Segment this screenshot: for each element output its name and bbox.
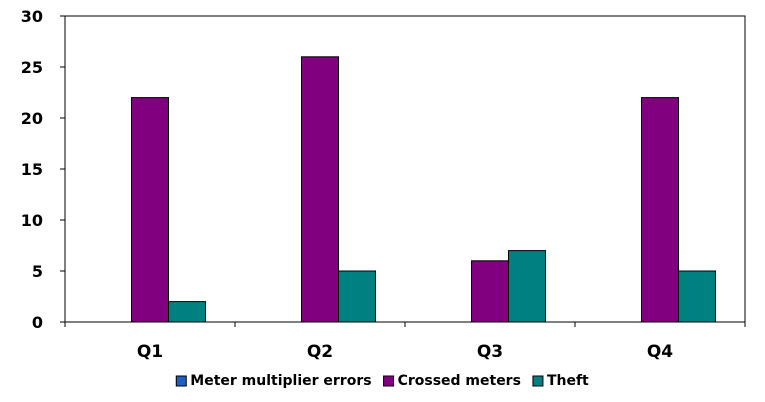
bar-theft-q3 xyxy=(508,250,546,323)
legend-item-meter-multiplier-errors: Meter multiplier errors xyxy=(175,373,372,389)
legend-label: Theft xyxy=(547,373,589,389)
bar-crossed-meters-q4 xyxy=(641,97,679,323)
bars-layer xyxy=(131,56,716,323)
y-tick-label: 30 xyxy=(21,7,43,26)
legend-swatch xyxy=(175,375,187,387)
x-category-label: Q2 xyxy=(307,342,333,362)
bar-theft-q1 xyxy=(168,301,206,323)
y-tick-label: 5 xyxy=(32,262,43,281)
x-category-label: Q4 xyxy=(647,342,673,362)
bar-theft-q2 xyxy=(338,270,376,323)
legend-item-theft: Theft xyxy=(532,373,589,389)
x-category-label: Q3 xyxy=(477,342,503,362)
x-category-label: Q1 xyxy=(137,342,163,362)
legend-label: Crossed meters xyxy=(398,373,521,389)
legend-item-crossed-meters: Crossed meters xyxy=(383,373,521,389)
bar-theft-q4 xyxy=(678,270,716,323)
legend-label: Meter multiplier errors xyxy=(190,373,371,389)
bar-crossed-meters-q1 xyxy=(131,97,169,323)
y-tick-label: 15 xyxy=(21,160,43,179)
legend-swatch xyxy=(383,375,395,387)
y-tick-label: 10 xyxy=(21,211,43,230)
legend: Meter multiplier errors Crossed meters The… xyxy=(175,373,589,389)
y-tick-label: 25 xyxy=(21,58,43,77)
y-tick-label: 20 xyxy=(21,109,43,128)
x-categories-layer: Q1 Q2 Q3 Q4 xyxy=(64,322,746,362)
bar-crossed-meters-q2 xyxy=(301,56,339,323)
y-tick-label: 0 xyxy=(32,313,43,332)
y-ticks-layer: 0 5 10 15 20 25 30 xyxy=(21,7,65,332)
bar-crossed-meters-q3 xyxy=(471,260,509,323)
legend-swatch xyxy=(532,375,544,387)
